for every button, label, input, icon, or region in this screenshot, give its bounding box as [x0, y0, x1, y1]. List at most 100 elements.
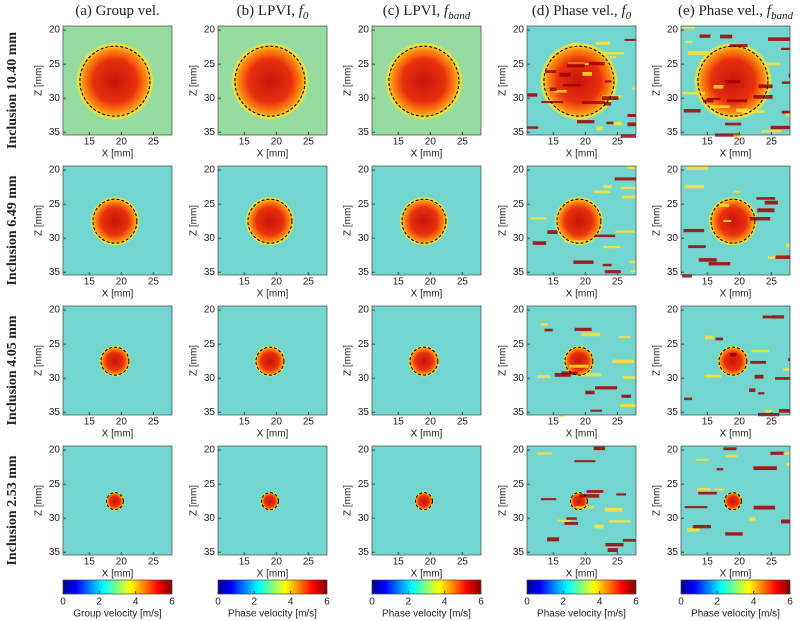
- y-tick-label: 35: [204, 127, 216, 138]
- noise-streak: [629, 260, 636, 264]
- panel: 15 20 25 20 25 30 35 X [mm] Z [mm]: [652, 25, 791, 160]
- x-tick-label: 15: [393, 557, 405, 568]
- y-tick-label: 25: [358, 59, 370, 70]
- x-tick-label: 20: [116, 417, 128, 428]
- axes-frame: [526, 165, 637, 276]
- noise-streak: [540, 322, 548, 326]
- x-tick-label: 20: [271, 137, 283, 148]
- noise-streak: [727, 99, 748, 103]
- y-axis-label: Z [mm]: [498, 205, 509, 236]
- noise-streak: [561, 371, 578, 375]
- noise-streak: [569, 364, 589, 368]
- y-tick-label: 30: [667, 93, 679, 104]
- axes-frame: [371, 305, 482, 416]
- x-tick-label: 20: [734, 137, 746, 148]
- colorbar-tick-label: 2: [406, 597, 412, 608]
- panel: 15 20 25 20 25 30 35 X [mm] Z [mm]: [343, 305, 482, 440]
- noise-streak: [736, 108, 749, 113]
- noise-streak: [753, 94, 773, 99]
- noise-streak: [594, 234, 616, 238]
- inclusion: [90, 196, 140, 246]
- noise-streak: [574, 327, 592, 331]
- noise-streak: [725, 454, 738, 458]
- colorbar-tick-label: 2: [715, 597, 721, 608]
- y-tick-label: 30: [358, 233, 370, 244]
- noise-streak: [719, 203, 730, 207]
- x-tick-label: 25: [612, 417, 624, 428]
- y-tick-label: 25: [204, 479, 216, 490]
- y-tick-label: 20: [49, 165, 61, 176]
- noise-streak: [688, 245, 706, 249]
- noise-streak: [748, 517, 756, 522]
- inclusion: [717, 345, 749, 377]
- y-tick-label: 35: [667, 267, 679, 278]
- inclusion-outline: [409, 346, 439, 376]
- colorbar-tick-label: 6: [169, 597, 175, 608]
- x-tick-label: 25: [303, 137, 315, 148]
- noise-streak: [563, 83, 581, 87]
- noise-streak: [775, 255, 790, 259]
- noise-streak: [723, 447, 737, 451]
- noise-streak: [627, 166, 636, 169]
- noise-streak: [772, 315, 785, 319]
- y-tick-label: 25: [513, 479, 525, 490]
- panel: 15 20 25 20 25 30 35 X [mm] Z [mm]: [498, 445, 637, 580]
- x-tick-label: 15: [239, 277, 251, 288]
- colorbar-tick-label: 6: [478, 597, 484, 608]
- x-tick-label: 20: [580, 417, 592, 428]
- noise-streak: [703, 99, 714, 103]
- x-axis-label: X [mm]: [566, 149, 598, 160]
- y-tick-label: 30: [513, 93, 525, 104]
- y-tick-label: 20: [513, 305, 525, 316]
- title-text: (d) Phase vel.,: [532, 3, 622, 19]
- x-tick-label: 15: [548, 277, 560, 288]
- noise-streak: [786, 462, 790, 466]
- x-tick-label: 25: [303, 557, 315, 568]
- axes-frame: [526, 305, 637, 416]
- axes-frame: [680, 305, 791, 416]
- y-axis-label: Z [mm]: [343, 65, 354, 96]
- noise-streak: [725, 80, 741, 84]
- y-tick-label: 30: [204, 233, 216, 244]
- noise-streak: [620, 186, 636, 190]
- axes-frame: [680, 25, 791, 136]
- x-tick-label: 25: [766, 277, 778, 288]
- y-tick-label: 35: [513, 547, 525, 558]
- noise-streak: [604, 102, 612, 106]
- x-tick-label: 15: [84, 137, 96, 148]
- x-tick-label: 25: [766, 417, 778, 428]
- noise-streak: [757, 208, 775, 213]
- y-tick-label: 20: [667, 165, 679, 176]
- noise-streak: [622, 195, 636, 199]
- colorbar-label: Phase velocity [m/s]: [691, 609, 780, 620]
- noise-streak: [582, 101, 605, 104]
- noise-streak: [622, 376, 636, 379]
- y-tick-label: 35: [204, 547, 216, 558]
- noise-streak: [593, 446, 606, 451]
- x-tick-label: 25: [148, 557, 160, 568]
- axes-frame: [526, 445, 637, 556]
- x-tick-label: 25: [148, 277, 160, 288]
- noise-streak: [602, 96, 619, 100]
- inclusion: [105, 491, 125, 511]
- x-tick-label: 20: [271, 277, 283, 288]
- y-axis-label: Z [mm]: [189, 205, 200, 236]
- x-axis-label: X [mm]: [102, 569, 134, 580]
- noise-streak: [757, 412, 780, 417]
- noise-streak: [618, 335, 631, 339]
- y-tick-label: 25: [358, 339, 370, 350]
- noise-streak: [716, 468, 724, 471]
- x-tick-label: 15: [393, 277, 405, 288]
- noise-streak: [594, 524, 604, 529]
- noise-streak: [758, 392, 765, 395]
- title-subscript: band: [771, 10, 794, 22]
- y-tick-label: 20: [667, 445, 679, 456]
- x-tick-label: 20: [580, 277, 592, 288]
- inclusion-outline: [556, 198, 602, 244]
- y-axis-label: Z [mm]: [34, 485, 45, 516]
- x-tick-label: 15: [702, 557, 714, 568]
- noise-streak: [527, 93, 538, 97]
- title-symbol: f: [444, 3, 450, 19]
- colorbar-gradient: [526, 579, 637, 595]
- panel: 15 20 25 20 25 30 35 X [mm] Z [mm]: [498, 25, 637, 160]
